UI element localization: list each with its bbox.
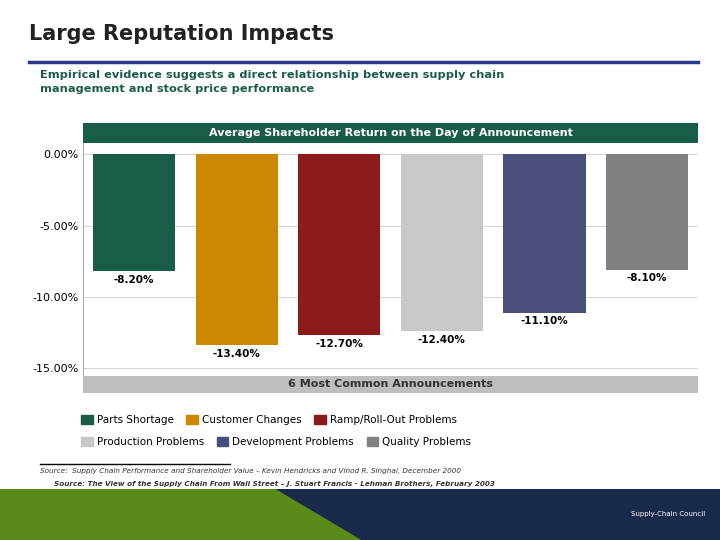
Text: -11.10%: -11.10% [521,316,568,326]
Text: 6 Most Common Announcements: 6 Most Common Announcements [288,380,493,389]
Text: Average Shareholder Return on the Day of Announcement: Average Shareholder Return on the Day of… [209,128,572,138]
Bar [196,154,278,346]
Text: -8.10%: -8.10% [627,273,667,284]
Bar [298,154,380,335]
Bar [93,154,175,271]
Text: -12.40%: -12.40% [418,335,466,345]
Legend: Production Problems, Development Problems, Quality Problems: Production Problems, Development Problem… [77,433,475,451]
Text: Source:  Supply Chain Performance and Shareholder Value – Kevin Hendricks and Vi: Source: Supply Chain Performance and Sha… [40,468,461,474]
Text: -13.40%: -13.40% [213,349,261,359]
Text: Supply-Chain Council: Supply-Chain Council [631,511,706,517]
Bar [503,154,585,313]
Text: Source: The View of the Supply Chain From Wall Street – J. Stuart Francis - Lehm: Source: The View of the Supply Chain Fro… [54,481,495,487]
Polygon shape [0,489,360,540]
Legend: Parts Shortage, Customer Changes, Ramp/Roll-Out Problems: Parts Shortage, Customer Changes, Ramp/R… [77,411,461,429]
Text: Empirical evidence suggests a direct relationship between supply chain
managemen: Empirical evidence suggests a direct rel… [40,70,504,94]
Text: Large Reputation Impacts: Large Reputation Impacts [29,24,334,44]
Bar [606,154,688,270]
Text: -12.70%: -12.70% [315,339,363,349]
Bar [401,154,483,331]
Text: -8.20%: -8.20% [114,275,154,285]
